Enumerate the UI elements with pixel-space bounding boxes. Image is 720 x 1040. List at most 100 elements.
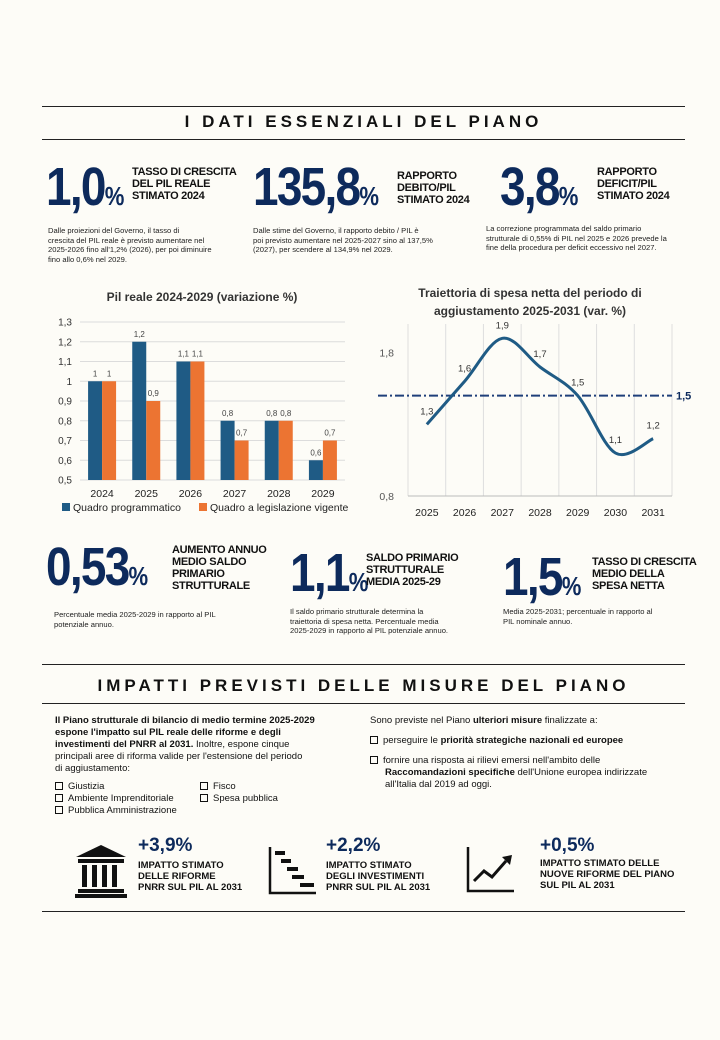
list-item: fornire una risposta ai rilievi emersi n… xyxy=(370,755,690,767)
legend-label: Quadro programmatico xyxy=(73,502,181,514)
y-tick-label: 0,6 xyxy=(58,456,72,467)
impact-investimenti-pnrr: +2,2% IMPATTO STIMATO DEGLI INVESTIMENTI P… xyxy=(268,835,468,900)
impact-value: +3,9% xyxy=(138,835,193,856)
kpi-label: AUMENTO ANNUO MEDIO SALDO PRIMARIO STRUTTUR… xyxy=(172,544,267,592)
data-label: 0,7 xyxy=(324,429,336,438)
list-item: Fisco xyxy=(200,781,320,793)
bar-vigente xyxy=(102,381,117,480)
y-tick-label: 0,5 xyxy=(58,476,72,487)
reference-line-label: 1,5 xyxy=(676,391,691,403)
data-label: 1,1 xyxy=(192,350,204,359)
y-tick-label: 1,2 xyxy=(58,337,72,348)
x-tick-label: 2030 xyxy=(604,507,628,519)
divider xyxy=(42,106,685,107)
bank-icon xyxy=(75,845,127,898)
x-tick-label: 2028 xyxy=(528,507,552,519)
kpi-value: 1,5% xyxy=(503,547,582,607)
x-tick-label: 2026 xyxy=(453,507,477,519)
checkbox-icon xyxy=(200,782,208,790)
series-line xyxy=(425,336,654,457)
kpi-description: Dalle stime del Governo, il rapporto deb… xyxy=(253,226,433,254)
impact-label: IMPATTO STIMATO DELLE RIFORME PNRR SUL PIL… xyxy=(138,860,243,893)
x-tick-label: 2027 xyxy=(223,488,247,500)
checkbox-icon xyxy=(55,782,63,790)
kpi-description: Percentuale media 2025-2029 in rapporto … xyxy=(54,610,216,629)
bar-vigente xyxy=(146,401,161,480)
bar-programmatico xyxy=(176,361,191,480)
x-tick-label: 2025 xyxy=(415,507,439,519)
data-label: 1,7 xyxy=(533,349,546,360)
data-label: 0,8 xyxy=(222,409,234,418)
data-label: 1,3 xyxy=(420,406,433,417)
data-label: 0,8 xyxy=(280,409,292,418)
data-label: 0,7 xyxy=(236,429,248,438)
growth-chart-icon xyxy=(466,847,514,893)
list-item: Spesa pubblica xyxy=(200,793,320,805)
reform-areas-list-1: Giustizia Ambiente Imprenditoriale Pubbl… xyxy=(55,781,205,817)
kpi-spesa-netta: 1,5% TASSO DI CRESCITA MEDIO DELLA SPESA N… xyxy=(503,550,713,640)
checkbox-icon xyxy=(370,756,378,764)
kpi-label: RAPPORTO DEFICIT/PIL STIMATO 2024 xyxy=(597,166,670,202)
list-item: Giustizia xyxy=(55,781,205,793)
bar-programmatico xyxy=(264,420,279,480)
line-chart-spesa-netta: 0,8 1,8 2025 2026 2027 2028 2029 2030 2031 1,5 1,3… xyxy=(378,320,691,519)
section-title-dati: I DATI ESSENZIALI DEL PIANO xyxy=(184,112,543,131)
bar-programmatico xyxy=(88,381,103,480)
kpi-value: 0,53% xyxy=(46,537,149,597)
bar-vigente xyxy=(322,440,337,480)
y-tick-label: 1,8 xyxy=(379,348,394,360)
bar-chart-title: Pil reale 2024-2029 (variazione %) xyxy=(106,290,298,304)
checkbox-icon xyxy=(55,806,63,814)
kpi-description: Media 2025-2031; percentuale in rapporto… xyxy=(503,607,653,626)
y-tick-label: 1,3 xyxy=(58,318,72,329)
data-label: 0,6 xyxy=(310,448,322,457)
checkbox-icon xyxy=(370,736,378,744)
kpi-description: Dalle proiezioni del Governo, il tasso d… xyxy=(48,226,212,264)
kpi-saldo-primario-media: 1,1% SALDO PRIMARIO STRUTTURALE MEDIA 2025… xyxy=(290,546,500,646)
kpi-value: 3,8% xyxy=(500,157,579,217)
kpi-label: SALDO PRIMARIO STRUTTURALE MEDIA 2025-29 xyxy=(366,552,459,588)
kpi-label: RAPPORTO DEBITO/PIL STIMATO 2024 xyxy=(397,170,470,206)
impact-label: IMPATTO STIMATO DEGLI INVESTIMENTI PNRR SU… xyxy=(326,860,431,893)
y-tick-label: 1,1 xyxy=(58,357,72,368)
x-tick-label: 2026 xyxy=(179,488,203,500)
x-tick-label: 2031 xyxy=(641,507,665,519)
data-label: 1,9 xyxy=(496,320,509,331)
gantt-icon xyxy=(268,847,316,895)
list-item: perseguire le priorità strategiche nazio… xyxy=(370,735,690,747)
data-label: 0,9 xyxy=(148,389,160,398)
data-label: 1 xyxy=(93,369,98,378)
y-tick-label: 0,7 xyxy=(58,436,72,447)
kpi-label: TASSO DI CRESCITA MEDIO DELLA SPESA NETTA xyxy=(592,556,697,592)
list-item: Pubblica Amministrazione xyxy=(55,805,205,817)
impact-value: +2,2% xyxy=(326,835,381,856)
kpi-value: 1,0% xyxy=(46,157,125,217)
list-item: Ambiente Imprenditoriale xyxy=(55,793,205,805)
data-label: 1,6 xyxy=(458,363,471,374)
bar-vigente xyxy=(190,361,205,480)
impact-value: +0,5% xyxy=(540,835,595,856)
kpi-deficit-pil: 3,8% RAPPORTO DEFICIT/PIL STIMATO 2024 La … xyxy=(486,160,706,270)
legend-label: Quadro a legislazione vigente xyxy=(210,502,349,514)
bar-vigente xyxy=(234,440,249,480)
data-label: 1,1 xyxy=(178,350,190,359)
kpi-label: TASSO DI CRESCITA DEL PIL REALE STIMATO 20… xyxy=(132,166,237,202)
divider xyxy=(42,911,685,912)
x-tick-label: 2024 xyxy=(90,488,114,500)
divider xyxy=(42,703,685,704)
impact-nuove-riforme: +0,5% IMPATTO STIMATO DELLE NUOVE RIFORME… xyxy=(466,835,696,900)
y-tick-label: 0,8 xyxy=(58,416,72,427)
divider xyxy=(42,664,685,665)
x-tick-label: 2029 xyxy=(311,488,335,500)
bar-programmatico xyxy=(308,460,323,480)
data-label: 1,2 xyxy=(647,421,660,432)
x-tick-label: 2027 xyxy=(491,507,515,519)
data-label: 1,5 xyxy=(571,378,584,389)
legend-swatch xyxy=(199,503,207,511)
impact-label: IMPATTO STIMATO DELLE NUOVE RIFORME DEL P… xyxy=(540,858,675,891)
checkbox-icon xyxy=(200,794,208,802)
kpi-pil-reale: 1,0% TASSO DI CRESCITA DEL PIL REALE STIMA… xyxy=(46,160,246,270)
kpi-debito-pil: 135,8% RAPPORTO DEBITO/PIL STIMATO 2024 Da… xyxy=(253,160,478,270)
kpi-saldo-primario-annuo: 0,53% AUMENTO ANNUO MEDIO SALDO PRIMARIO ST… xyxy=(46,540,276,640)
data-label: 1,1 xyxy=(609,435,622,446)
